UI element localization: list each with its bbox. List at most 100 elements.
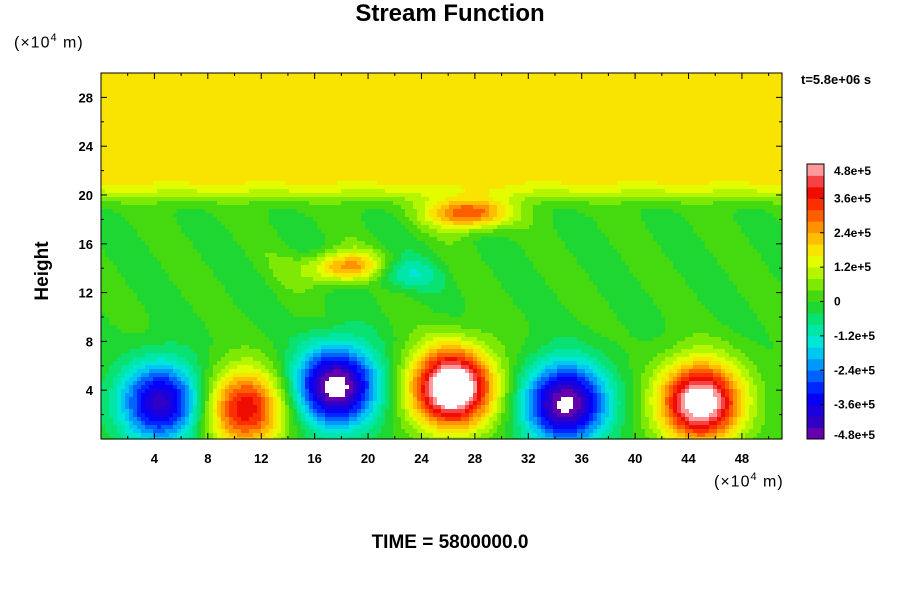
- heatmap-cell: [165, 133, 170, 138]
- heatmap-cell: [769, 153, 774, 158]
- heatmap-cell: [549, 145, 554, 150]
- heatmap-cell: [473, 97, 478, 102]
- heatmap-cell: [161, 109, 166, 114]
- heatmap-cell: [109, 93, 114, 98]
- heatmap-cell: [337, 169, 342, 174]
- heatmap-cell: [433, 93, 438, 98]
- heatmap-cell: [501, 185, 506, 190]
- heatmap-cell: [657, 137, 662, 142]
- heatmap-cell: [185, 177, 190, 182]
- heatmap-cell: [597, 89, 602, 94]
- heatmap-cell: [121, 157, 126, 162]
- heatmap-cell: [269, 85, 274, 90]
- heatmap-cell: [437, 137, 442, 142]
- heatmap-cell: [737, 93, 742, 98]
- heatmap-cell: [417, 165, 422, 170]
- heatmap-cell: [441, 157, 446, 162]
- heatmap-cell: [673, 165, 678, 170]
- heatmap-cell: [301, 85, 306, 90]
- heatmap-cell: [713, 85, 718, 90]
- heatmap-cell: [513, 161, 518, 166]
- heatmap-cell: [365, 177, 370, 182]
- heatmap-cell: [193, 93, 198, 98]
- heatmap-cell: [521, 153, 526, 158]
- heatmap-cell: [637, 97, 642, 102]
- heatmap-cell: [609, 149, 614, 154]
- heatmap-cell: [349, 113, 354, 118]
- heatmap-cell: [649, 181, 654, 186]
- heatmap-cell: [413, 137, 418, 142]
- heatmap-cell: [345, 81, 350, 86]
- heatmap-cell: [385, 89, 390, 94]
- heatmap-cell: [629, 77, 634, 82]
- heatmap-cell: [709, 169, 714, 174]
- heatmap-cell: [565, 77, 570, 82]
- heatmap-cell: [237, 149, 242, 154]
- heatmap-cell: [453, 97, 458, 102]
- heatmap-cell: [653, 145, 658, 150]
- heatmap-cell: [173, 145, 178, 150]
- heatmap-cell: [289, 173, 294, 178]
- heatmap-cell: [193, 121, 198, 126]
- heatmap-cell: [521, 129, 526, 134]
- heatmap-cell: [233, 73, 238, 78]
- heatmap-cell: [357, 109, 362, 114]
- heatmap-cell: [485, 133, 490, 138]
- heatmap-cell: [193, 73, 198, 78]
- heatmap-cell: [753, 125, 758, 130]
- heatmap-cell: [777, 185, 782, 190]
- heatmap-cell: [261, 145, 266, 150]
- heatmap-cell: [277, 153, 282, 158]
- heatmap-cell: [549, 149, 554, 154]
- heatmap-cell: [145, 161, 150, 166]
- heatmap-cell: [609, 133, 614, 138]
- heatmap-cell: [161, 149, 166, 154]
- heatmap-cell: [525, 105, 530, 110]
- heatmap-cell: [673, 77, 678, 82]
- heatmap-cell: [433, 85, 438, 90]
- heatmap-cell: [241, 125, 246, 130]
- heatmap-cell: [225, 169, 230, 174]
- heatmap-cell: [605, 181, 610, 186]
- heatmap-cell: [169, 125, 174, 130]
- heatmap-cell: [761, 153, 766, 158]
- heatmap-cell: [565, 73, 570, 78]
- heatmap-cell: [429, 89, 434, 94]
- heatmap-cell: [377, 89, 382, 94]
- heatmap-cell: [485, 85, 490, 90]
- heatmap-cell: [405, 109, 410, 114]
- heatmap-cell: [529, 165, 534, 170]
- heatmap-cell: [625, 85, 630, 90]
- heatmap-cell: [129, 145, 134, 150]
- heatmap-cell: [569, 109, 574, 114]
- heatmap-cell: [753, 173, 758, 178]
- heatmap-cell: [665, 105, 670, 110]
- heatmap-cell: [497, 157, 502, 162]
- heatmap-cell: [177, 145, 182, 150]
- heatmap-cell: [101, 81, 106, 86]
- heatmap-cell: [513, 101, 518, 106]
- heatmap-cell: [113, 121, 118, 126]
- heatmap-cell: [209, 189, 214, 194]
- heatmap-cell: [721, 89, 726, 94]
- heatmap-cell: [701, 177, 706, 182]
- heatmap-cell: [473, 81, 478, 86]
- heatmap-cell: [729, 149, 734, 154]
- heatmap-cell: [665, 93, 670, 98]
- heatmap-cell: [257, 113, 262, 118]
- heatmap-cell: [545, 133, 550, 138]
- heatmap-cell: [317, 113, 322, 118]
- heatmap-cell: [525, 157, 530, 162]
- heatmap-cell: [229, 129, 234, 134]
- heatmap-cell: [669, 177, 674, 182]
- heatmap-cell: [281, 121, 286, 126]
- heatmap-cell: [153, 101, 158, 106]
- heatmap-cell: [429, 137, 434, 142]
- heatmap-cell: [105, 109, 110, 114]
- heatmap-cell: [577, 85, 582, 90]
- heatmap-cell: [285, 145, 290, 150]
- heatmap-cell: [437, 177, 442, 182]
- heatmap-cell: [329, 81, 334, 86]
- heatmap-cell: [437, 133, 442, 138]
- heatmap-cell: [401, 121, 406, 126]
